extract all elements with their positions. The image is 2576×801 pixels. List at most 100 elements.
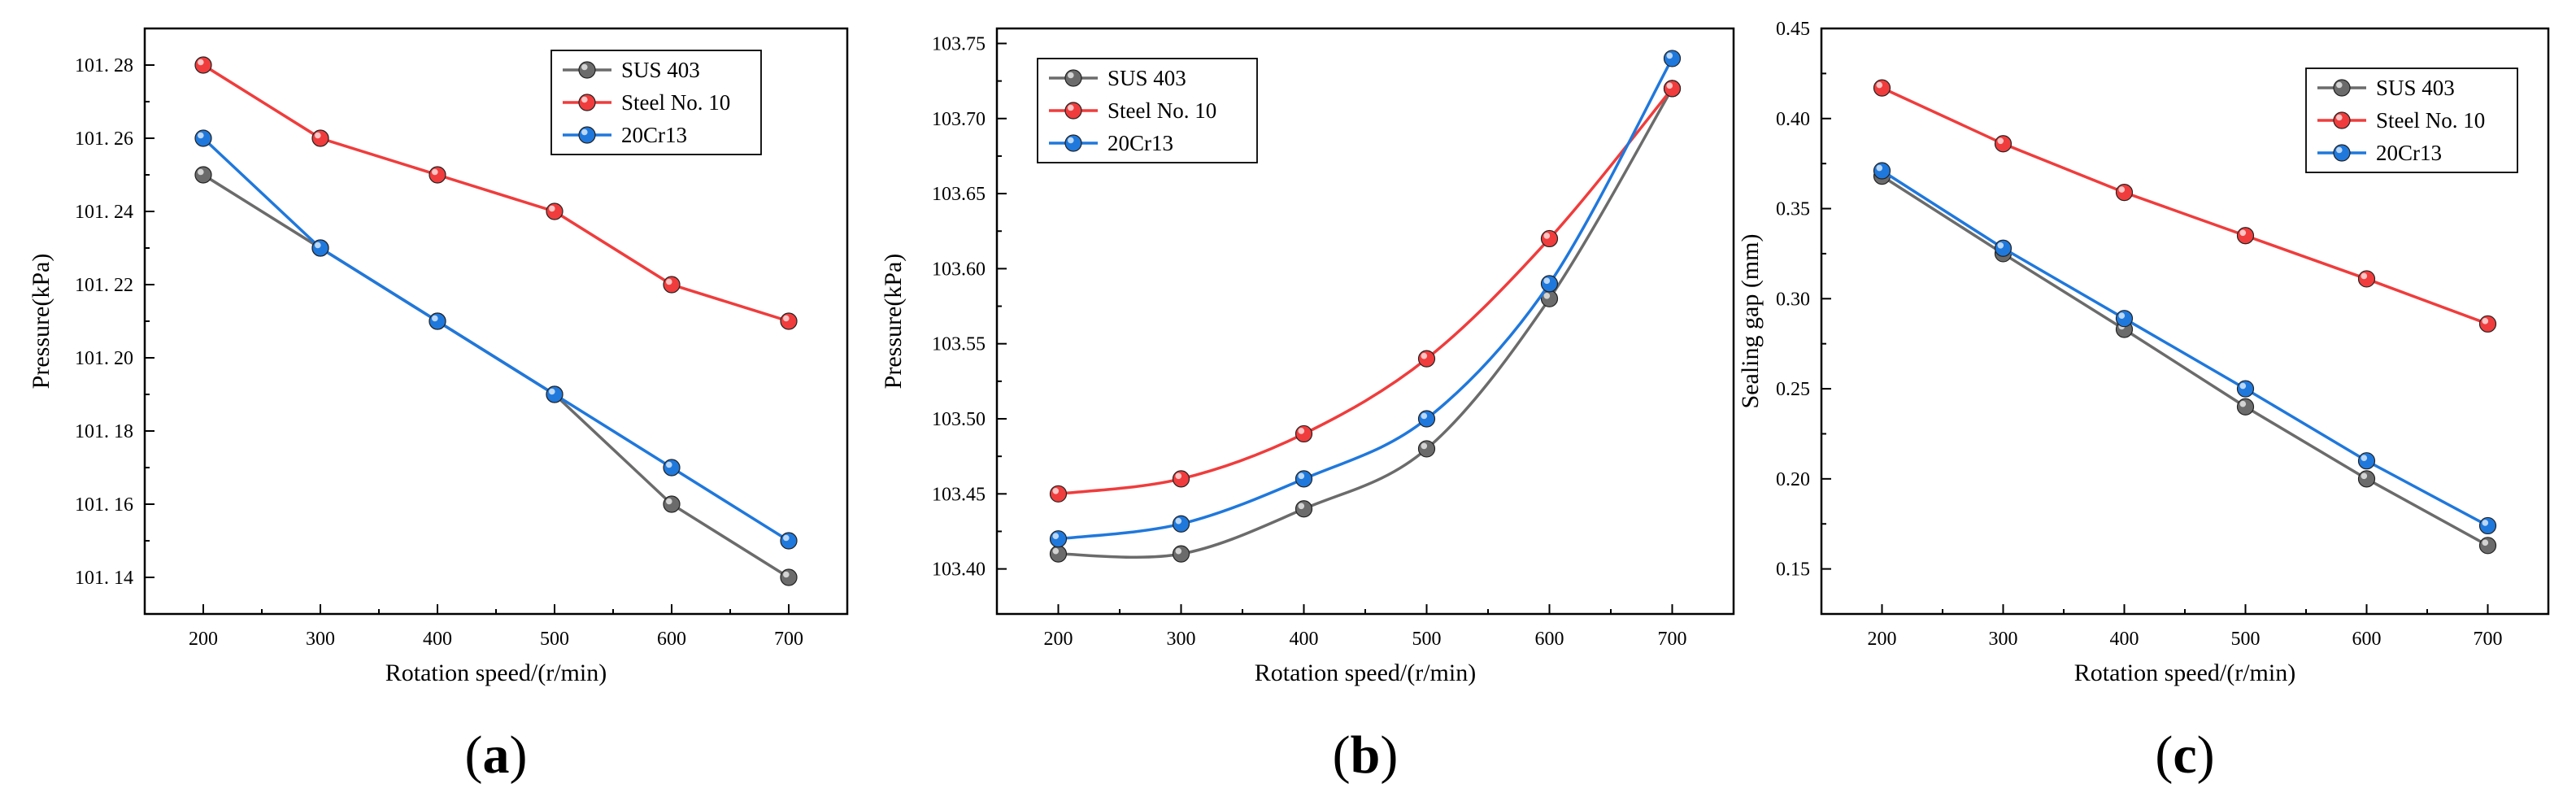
legend-label: 20Cr13 <box>621 123 687 147</box>
marker-highlight <box>2361 472 2368 480</box>
marker-highlight <box>2118 186 2126 193</box>
y-tick-label: 101. 18 <box>75 421 133 442</box>
y-axis-label: Pressure(kPa) <box>28 254 54 390</box>
x-tick-label: 700 <box>774 629 803 650</box>
x-tick-label: 600 <box>1535 629 1564 650</box>
series-steel-no-10 <box>194 56 798 330</box>
legend-marker <box>1064 69 1082 87</box>
y-tick-label: 103.75 <box>932 33 986 54</box>
data-point <box>1994 135 2012 153</box>
legend-label: Steel No. 10 <box>621 90 730 115</box>
data-point <box>1049 530 1068 548</box>
chart-panel-c: 200 300 400 500 600 700 0.15 0.20 0.25 0.30 0.35 0.… <box>1737 19 2550 785</box>
marker-highlight <box>315 132 321 139</box>
y-tick-label: 101. 16 <box>75 494 133 516</box>
legend-label: Steel No. 10 <box>1107 98 1216 123</box>
marker-highlight <box>1068 137 1074 144</box>
x-tick-label: 400 <box>2110 629 2139 650</box>
data-point <box>2236 398 2255 416</box>
y-tick-label: 0.15 <box>1776 559 1810 581</box>
y-axis-label: Pressure(kPa) <box>880 254 907 390</box>
marker-highlight <box>1068 72 1074 79</box>
marker-highlight <box>666 461 672 468</box>
marker-highlight <box>1298 472 1305 480</box>
data-point <box>2478 315 2497 333</box>
marker-highlight <box>2482 520 2489 526</box>
data-point <box>546 202 564 220</box>
marker-highlight <box>198 59 204 66</box>
data-point <box>2357 470 2376 488</box>
marker-highlight <box>432 315 438 322</box>
x-axis-label: Rotation speed/(r/min) <box>2074 660 2295 686</box>
legend: SUS 403 Steel No. 10 20Cr13 <box>1037 58 1258 163</box>
y-tick-label: 0.25 <box>1776 379 1810 400</box>
legend-marker <box>2333 144 2351 162</box>
series-line <box>202 137 790 542</box>
data-point <box>780 532 798 550</box>
marker-highlight <box>2118 312 2126 319</box>
y-tick-label: 101. 24 <box>75 202 133 223</box>
data-point <box>2478 516 2497 535</box>
data-point <box>1049 485 1068 503</box>
y-tick-label: 101. 22 <box>75 275 133 296</box>
y-tick-label: 101. 28 <box>75 55 133 76</box>
marker-highlight <box>2361 455 2368 461</box>
marker-highlight <box>2239 400 2247 407</box>
marker-highlight <box>2239 229 2247 237</box>
marker-highlight <box>1068 104 1074 111</box>
marker-highlight <box>1421 442 1428 450</box>
x-tick-label: 500 <box>540 629 569 650</box>
x-tick-label: 300 <box>1167 629 1196 650</box>
marker-highlight <box>315 242 321 249</box>
data-point <box>194 56 212 74</box>
marker-highlight <box>1997 242 2004 249</box>
marker-highlight <box>549 205 555 212</box>
data-point <box>2357 270 2376 288</box>
series-sus-403 <box>1049 80 1682 563</box>
x-tick-label: 600 <box>2352 629 2382 650</box>
data-point <box>1663 80 1682 98</box>
marker-highlight <box>2336 114 2343 121</box>
x-tick-label: 400 <box>1290 629 1319 650</box>
y-tick-label: 103.65 <box>932 184 986 205</box>
marker-highlight <box>666 498 672 505</box>
data-point <box>1295 424 1313 443</box>
y-tick-label: 103.70 <box>932 109 986 130</box>
marker-highlight <box>1997 137 2004 145</box>
data-point <box>2115 184 2134 202</box>
data-point <box>1873 162 1891 180</box>
marker-highlight <box>198 132 204 139</box>
legend-marker <box>2333 111 2351 129</box>
marker-highlight <box>1543 233 1551 239</box>
y-tick-label: 101. 14 <box>75 568 133 589</box>
data-point <box>1172 515 1190 533</box>
marker-highlight <box>581 128 588 136</box>
data-point <box>1295 500 1313 518</box>
data-point <box>1540 275 1559 293</box>
y-tick-label: 0.20 <box>1776 469 1810 490</box>
x-tick-label: 400 <box>423 629 452 650</box>
data-point <box>194 129 212 147</box>
marker-highlight <box>1175 517 1182 525</box>
data-point <box>2357 452 2376 470</box>
y-tick-label: 103.40 <box>932 559 986 581</box>
marker-highlight <box>1543 277 1551 285</box>
x-axis-label: Rotation speed/(r/min) <box>1255 660 1476 686</box>
series-20cr13 <box>1049 50 1682 548</box>
marker-highlight <box>1052 547 1060 555</box>
marker-highlight <box>581 63 588 71</box>
marker-highlight <box>432 168 438 176</box>
legend: SUS 403 Steel No. 10 20Cr13 <box>550 50 762 155</box>
series-20cr13 <box>194 129 798 550</box>
marker-highlight <box>1666 52 1673 59</box>
marker-highlight <box>1421 352 1428 359</box>
data-point <box>2236 380 2255 398</box>
y-tick-label: 103.60 <box>932 259 986 280</box>
y-tick-label: 0.40 <box>1776 109 1810 130</box>
legend-label: 20Cr13 <box>2376 141 2442 165</box>
y-tick-label: 0.45 <box>1776 19 1810 40</box>
marker-highlight <box>2336 81 2343 89</box>
marker-highlight <box>783 315 790 322</box>
data-point <box>1417 410 1436 428</box>
